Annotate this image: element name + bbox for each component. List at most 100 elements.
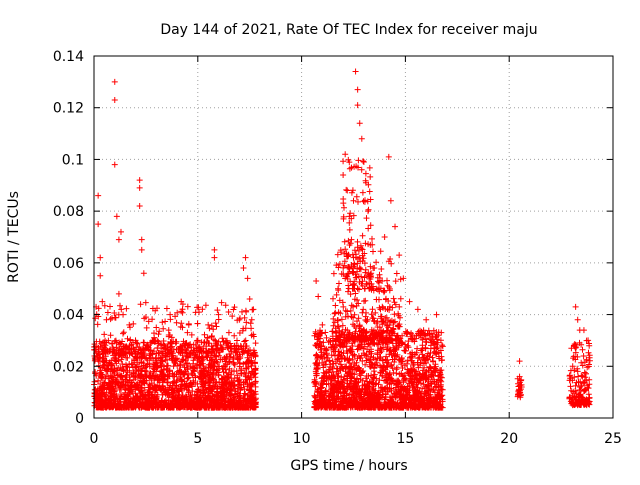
roti-data-point: [362, 179, 369, 186]
y-axis-label: ROTI / TECUs: [6, 191, 22, 283]
y-tick-label: 0.02: [53, 359, 84, 375]
roti-data-point: [113, 213, 120, 220]
roti-data-point: [574, 316, 581, 323]
roti-data-point: [126, 321, 133, 328]
roti-data-point: [381, 234, 388, 240]
roti-data-point: [315, 293, 322, 300]
roti-data-point: [354, 86, 361, 93]
roti-data-point: [342, 151, 349, 158]
y-tick-label: 0.1: [62, 152, 84, 168]
roti-data-point: [356, 120, 363, 127]
roti-data-point: [159, 350, 166, 357]
roti-data-point: [365, 208, 372, 215]
x-tick-label: 0: [90, 431, 99, 447]
roti-data-point: [211, 246, 218, 253]
roti-data-point: [331, 319, 338, 326]
roti-data-point: [194, 337, 201, 344]
roti-data-point: [205, 321, 212, 328]
roti-data-point: [236, 316, 243, 323]
roti-data-point: [373, 285, 380, 292]
roti-data-point: [348, 236, 355, 243]
roti-data-point: [115, 236, 122, 243]
roti-data-point: [385, 153, 392, 160]
roti-data-point: [323, 334, 330, 341]
roti-data-point: [377, 306, 384, 313]
x-tick-label: 5: [193, 431, 202, 447]
y-tick-label: 0.12: [53, 101, 84, 117]
roti-data-point: [246, 296, 253, 303]
roti-data-point: [136, 177, 143, 184]
roti-data-point: [423, 316, 430, 323]
roti-data-point: [99, 298, 106, 305]
roti-data-point: [111, 78, 118, 85]
roti-data-point: [225, 329, 232, 336]
roti-data-point: [97, 272, 104, 279]
roti-data-point: [340, 171, 347, 178]
roti-data-point: [354, 102, 361, 109]
x-tick-label: 15: [396, 431, 414, 447]
roti-data-point: [516, 358, 523, 365]
roti-data-point: [248, 316, 255, 323]
roti-data-point: [406, 298, 413, 305]
x-tick-label: 25: [604, 431, 622, 447]
roti-data-point: [115, 290, 122, 297]
roti-data-point: [107, 332, 114, 339]
roti-data-point: [350, 197, 357, 204]
grid-layer: [94, 56, 613, 418]
x-tick-label: 10: [293, 431, 311, 447]
roti-data-point: [400, 275, 407, 282]
roti-data-point: [142, 314, 149, 321]
roti-data-point: [184, 329, 191, 336]
roti-data-point: [132, 337, 139, 344]
roti-data-point: [111, 161, 118, 168]
y-tick-label: 0.06: [53, 256, 84, 272]
roti-data-point: [178, 298, 185, 305]
roti-data-point: [111, 96, 118, 103]
chart-title: Day 144 of 2021, Rate Of TEC Index for r…: [160, 22, 537, 38]
roti-data-point: [244, 275, 251, 282]
roti-data-point: [387, 197, 394, 204]
roti-data-point: [518, 383, 525, 390]
x-axis-label: GPS time / hours: [290, 458, 407, 474]
roti-data-point: [95, 192, 102, 199]
roti-data-point: [396, 252, 403, 259]
y-tick-label: 0: [75, 411, 84, 427]
roti-data-point: [392, 223, 399, 230]
roti-data-point: [153, 324, 160, 331]
points-layer: [91, 68, 593, 411]
roti-data-point: [516, 373, 523, 380]
roti-data-point: [117, 228, 124, 235]
roti-data-point: [242, 254, 249, 261]
roti-data-point: [136, 184, 143, 191]
roti-data-point: [140, 270, 147, 277]
roti-data-point: [414, 306, 421, 313]
x-tick-label: 20: [500, 431, 518, 447]
roti-data-point: [319, 321, 326, 328]
roti-data-point: [136, 202, 143, 209]
roti-data-point: [358, 135, 365, 142]
roti-data-point: [352, 68, 359, 75]
roti-data-point: [433, 311, 440, 318]
roti-data-point: [211, 254, 218, 261]
roti-data-point: [580, 327, 587, 334]
y-tick-label: 0.04: [53, 308, 84, 324]
y-tick-label: 0.14: [53, 49, 84, 65]
roti-data-point: [369, 241, 376, 248]
roti-data-point: [313, 277, 320, 284]
roti-data-point: [95, 221, 102, 228]
roti-data-point: [165, 327, 172, 334]
roti-data-point: [572, 303, 579, 310]
roti-data-point: [371, 265, 378, 272]
roti-data-point: [360, 159, 367, 166]
roti-data-point: [138, 236, 145, 243]
axis-layer: 0 5 10 15 20 25 0 0.02 0.04 0.06 0.08 0.1 0.12 0.14: [53, 49, 622, 447]
roti-data-point: [215, 311, 222, 318]
y-tick-label: 0.08: [53, 204, 84, 220]
roti-data-point: [344, 187, 351, 194]
roti-data-point: [346, 213, 353, 220]
roti-data-point: [335, 280, 342, 287]
roti-data-point: [97, 254, 104, 261]
roti-data-point: [585, 337, 592, 344]
